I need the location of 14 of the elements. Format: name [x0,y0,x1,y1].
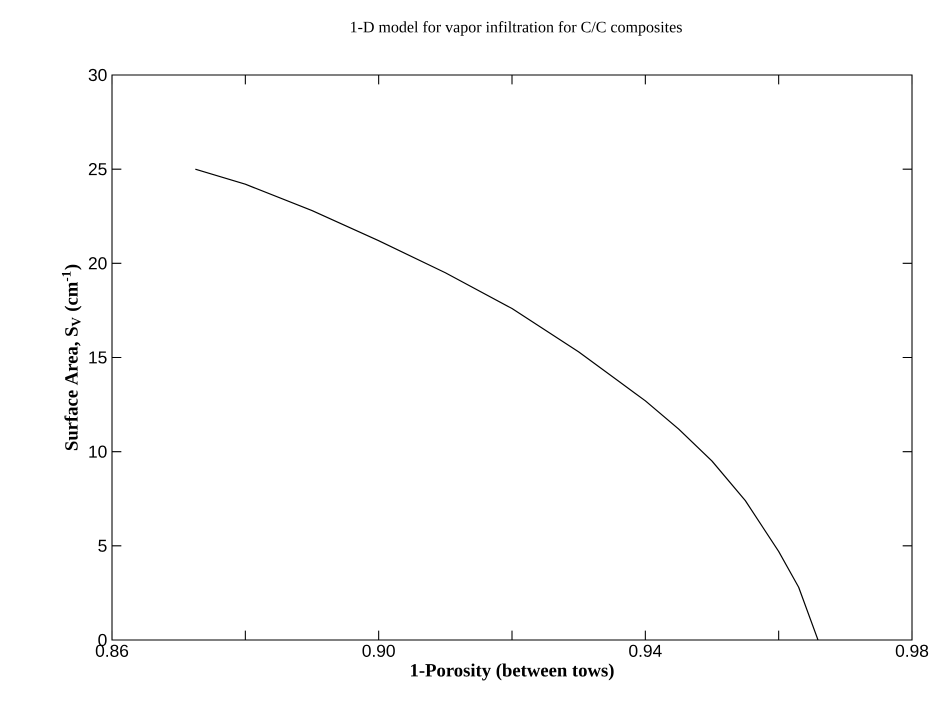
y-tick-label: 25 [88,163,107,176]
y-tick-label: 0 [98,634,107,646]
chart-title: 1-D model for vapor infiltration for C/C composites [350,21,682,36]
x-tick-label: 0.98 [896,644,928,657]
y-tick-label: 5 [98,540,107,552]
x-tick-label: 0.94 [629,644,662,657]
y-tick-label: 10 [89,446,107,458]
y-tick-label: 20 [88,257,107,270]
y-axis-title: Surface Area, S$_{V}$ (cm$^{-1}$) [62,264,82,450]
x-axis-title: 1-Porosity (between tows) [411,663,614,680]
x-tick-label: 0.86 [96,644,128,657]
y-tick-label: 30 [88,68,107,82]
x-tick-label: 0.90 [362,644,395,657]
y-tick-label: 15 [89,351,107,364]
